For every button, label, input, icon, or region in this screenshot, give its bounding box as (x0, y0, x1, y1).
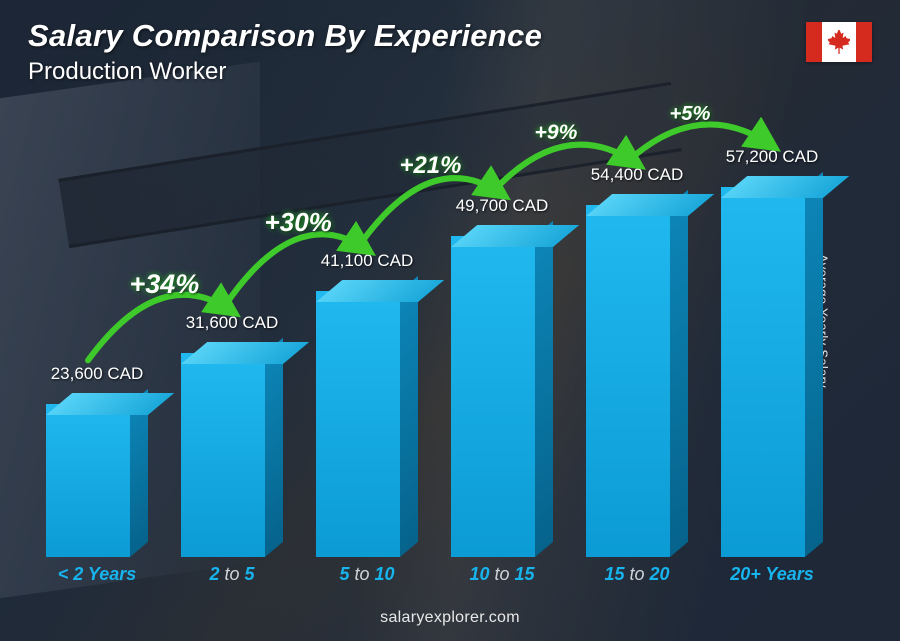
value-label: 31,600 CAD (162, 313, 302, 333)
pct-increase-label: +34% (130, 269, 200, 300)
value-label: 57,200 CAD (702, 147, 842, 167)
bar-top (316, 280, 444, 302)
bar (181, 353, 283, 557)
bar-front (451, 236, 535, 557)
value-label: 41,100 CAD (297, 251, 437, 271)
bar-top (451, 225, 579, 247)
bar (451, 236, 553, 557)
pct-increase-label: +21% (400, 152, 462, 180)
bar (586, 205, 688, 557)
value-label: 23,600 CAD (27, 364, 167, 384)
bar-front (46, 404, 130, 557)
bar-top (46, 393, 174, 415)
category-label: 5 to 10 (308, 564, 426, 585)
bar-top (586, 194, 714, 216)
bar-front (721, 187, 805, 557)
category-label: 2 to 5 (173, 564, 291, 585)
bar (721, 187, 823, 557)
bar-front (316, 291, 400, 557)
category-label: 15 to 20 (578, 564, 696, 585)
pct-increase-label: +9% (535, 121, 578, 145)
category-label: 20+ Years (713, 564, 831, 585)
bar-side (400, 276, 418, 557)
bar-top (181, 342, 309, 364)
bar-side (670, 190, 688, 557)
bar-front (181, 353, 265, 557)
flag-band-left (806, 22, 822, 62)
chart-title: Salary Comparison By Experience (28, 18, 542, 54)
value-label: 54,400 CAD (567, 165, 707, 185)
bar-side (805, 172, 823, 557)
bar-side (535, 220, 553, 557)
bar-chart: 23,600 CAD< 2 Years31,600 CAD2 to 5+34%4… (38, 75, 848, 585)
bar-front (586, 205, 670, 557)
value-label: 49,700 CAD (432, 196, 572, 216)
pct-increase-label: +30% (265, 207, 332, 238)
bar (316, 291, 418, 557)
category-label: 10 to 15 (443, 564, 561, 585)
bar (46, 404, 148, 557)
bar-side (265, 338, 283, 557)
maple-leaf-icon (828, 30, 850, 54)
canada-flag-icon (806, 22, 872, 62)
category-label: < 2 Years (38, 564, 156, 585)
flag-center (822, 22, 856, 62)
pct-increase-label: +5% (670, 103, 711, 126)
flag-band-right (856, 22, 872, 62)
bar-top (721, 176, 849, 198)
footer-attribution: salaryexplorer.com (0, 609, 900, 627)
